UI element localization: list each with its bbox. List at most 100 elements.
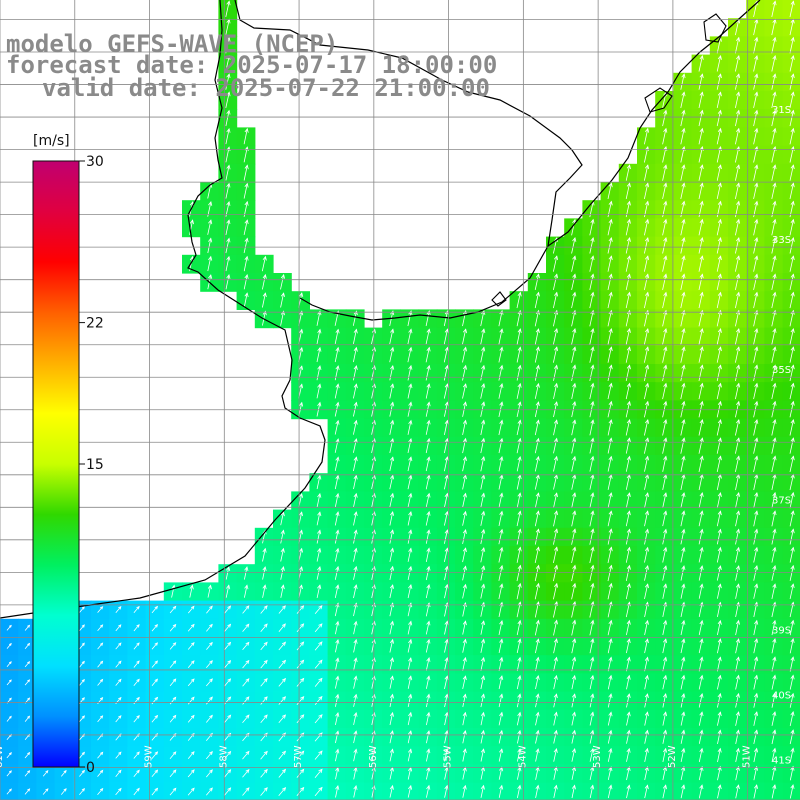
wind-arrow — [771, 291, 777, 309]
wind-arrow — [753, 765, 759, 781]
wind-arrow — [296, 768, 305, 778]
wind-arrow — [771, 692, 777, 708]
wind-arrow — [480, 437, 486, 454]
wind-arrow — [662, 784, 667, 799]
wind-cell — [236, 655, 256, 674]
wind-cell — [218, 600, 238, 620]
wind-arrow — [407, 511, 413, 526]
wind-arrow — [353, 492, 358, 508]
wind-cell — [291, 764, 310, 784]
wind-arrow — [389, 437, 395, 453]
coastline-brazil-south — [547, 0, 761, 247]
wind-arrow — [444, 456, 449, 472]
wind-arrow — [535, 693, 540, 708]
wind-cell — [18, 728, 37, 747]
wind-arrow — [571, 455, 577, 472]
wind-arrow — [498, 546, 504, 563]
wind-arrow — [753, 364, 759, 381]
wind-arrow — [389, 456, 395, 472]
wind-arrow — [24, 660, 31, 668]
wind-arrow — [698, 619, 704, 636]
wind-arrow — [625, 510, 631, 527]
wind-arrow — [753, 692, 759, 708]
wind-arrow — [353, 712, 358, 725]
wind-arrow — [589, 582, 595, 600]
wind-arrow — [425, 510, 431, 526]
wind-arrow — [480, 346, 486, 363]
wind-arrow — [225, 584, 231, 598]
wind-arrow — [334, 492, 340, 508]
wind-arrow — [462, 474, 467, 490]
wind-arrow — [626, 729, 631, 744]
wind-arrow — [698, 255, 704, 272]
wind-cell — [200, 728, 219, 747]
wind-arrow — [534, 455, 540, 472]
wind-arrow — [444, 474, 449, 490]
wind-arrow — [717, 619, 722, 636]
wind-arrow — [425, 474, 431, 490]
wind-arrow — [698, 419, 704, 436]
wind-arrow — [97, 660, 104, 668]
wind-arrow — [589, 291, 595, 309]
wind-cell — [273, 764, 292, 784]
wind-cell — [182, 728, 201, 747]
wind-arrow — [389, 730, 394, 744]
wind-cell — [127, 618, 147, 638]
wind-cell — [236, 709, 256, 729]
wind-arrow — [535, 784, 540, 798]
wind-arrow — [225, 182, 231, 199]
wind-arrow — [407, 438, 413, 453]
wind-arrow — [187, 769, 195, 778]
wind-arrow — [316, 383, 322, 399]
wind-arrow — [553, 729, 558, 744]
wind-cell — [127, 746, 147, 765]
wind-arrow — [242, 623, 250, 632]
wind-arrow — [735, 692, 740, 708]
wind-arrow — [753, 382, 759, 400]
wind-arrow — [735, 73, 741, 90]
wind-arrow — [553, 784, 558, 798]
wind-arrow — [698, 455, 704, 472]
wind-arrow — [425, 547, 431, 562]
wind-arrow — [589, 455, 595, 472]
wind-arrow — [24, 751, 31, 759]
wind-arrow — [444, 583, 449, 599]
wind-arrow — [225, 237, 231, 254]
wind-cell — [163, 728, 183, 747]
wind-arrow — [352, 310, 358, 326]
wind-arrow — [625, 218, 631, 236]
wind-arrow — [680, 619, 686, 636]
wind-arrow — [314, 786, 323, 797]
wind-arrow — [571, 693, 577, 708]
wind-arrow — [535, 638, 540, 654]
wind-arrow — [335, 657, 340, 671]
wind-arrow — [607, 328, 613, 345]
wind-arrow — [334, 565, 340, 580]
wind-arrow — [42, 769, 49, 777]
wind-arrow — [389, 584, 394, 599]
wind-arrow — [480, 693, 485, 708]
wind-arrow — [644, 346, 650, 363]
wind-arrow — [698, 565, 704, 581]
wind-cell — [0, 618, 19, 638]
wind-arrow — [462, 675, 467, 689]
wind-cell — [218, 655, 238, 674]
wind-arrow — [316, 547, 322, 562]
wind-arrow — [698, 583, 704, 599]
wind-arrow — [462, 748, 467, 762]
wind-arrow — [334, 602, 340, 617]
wind-arrow — [534, 273, 540, 290]
wind-arrow — [735, 127, 741, 145]
wind-cell — [254, 709, 274, 729]
wind-arrow — [771, 637, 777, 654]
wind-arrow — [698, 309, 704, 327]
wind-arrow — [353, 784, 358, 798]
wind-arrow — [717, 674, 722, 690]
wind-arrow — [444, 675, 449, 689]
wind-arrow — [534, 419, 540, 436]
wind-arrow — [753, 437, 759, 454]
wind-arrow — [680, 291, 686, 309]
wind-arrow — [644, 127, 650, 145]
wind-arrow — [243, 292, 249, 308]
wind-arrow — [498, 364, 504, 381]
